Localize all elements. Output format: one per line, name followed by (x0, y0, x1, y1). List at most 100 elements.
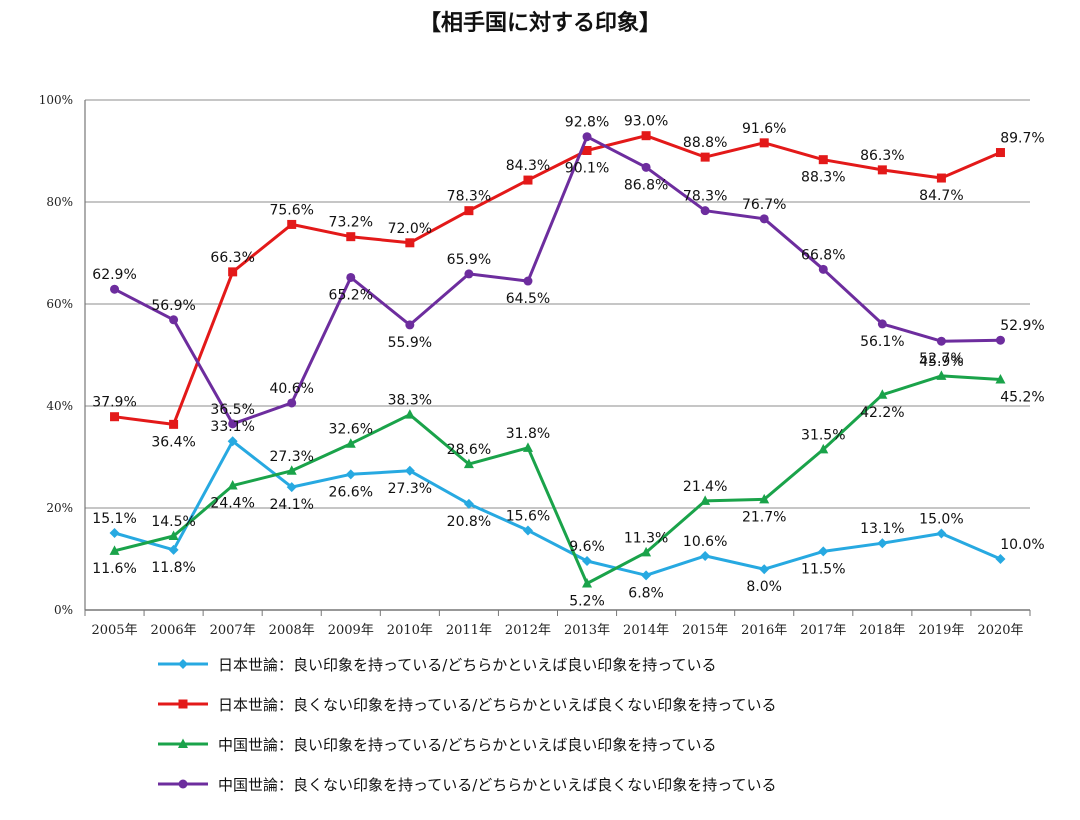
series-2-point (523, 175, 533, 185)
data-label: 38.3% (388, 393, 432, 409)
data-label: 21.7% (742, 509, 786, 525)
series-4-point (287, 398, 297, 408)
data-label: 11.5% (801, 561, 845, 577)
legend-label: 中国世論：良い印象を持っている/どちらかといえば良い印象を持っている (218, 736, 717, 754)
data-label: 45.9% (919, 354, 963, 370)
data-label-layer: 15.1% 11.8% 33.1% 24.1% 26.6% 27.3% 20.8% 15.6%… (92, 114, 1044, 610)
series-4-point (169, 315, 179, 325)
data-label: 6.8% (628, 585, 664, 601)
series-1-point (641, 570, 652, 581)
data-label: 66.8% (801, 247, 845, 263)
data-label: 27.3% (388, 481, 432, 497)
data-label: 21.4% (683, 479, 727, 495)
series-2-point (346, 232, 356, 242)
x-tick-label: 2008年 (269, 623, 315, 638)
legend-marker (178, 659, 188, 669)
series-2-point (818, 155, 828, 165)
series-1-point (936, 528, 947, 539)
data-label: 88.8% (683, 135, 727, 151)
data-label: 11.3% (624, 530, 668, 546)
series-3-point (227, 480, 238, 490)
series-1-point (582, 556, 593, 567)
series-4-point (877, 319, 887, 329)
data-label: 84.7% (919, 188, 963, 204)
series-4-point (818, 264, 828, 274)
data-label: 92.8% (565, 115, 609, 131)
series-4-point (700, 206, 710, 216)
series-1-point (286, 482, 297, 493)
series-2-point (464, 206, 474, 216)
y-tick-label: 0% (54, 603, 73, 617)
x-tick-label: 2010年 (387, 623, 433, 638)
series-4-point (995, 335, 1005, 345)
data-label: 9.6% (569, 539, 605, 555)
data-label: 89.7% (1000, 131, 1044, 147)
series-4-point (936, 336, 946, 346)
data-label: 5.2% (569, 593, 605, 609)
data-label: 93.0% (624, 114, 668, 130)
data-label: 78.3% (447, 189, 491, 205)
series-3-point (759, 493, 770, 504)
grid-layer (85, 99, 1030, 611)
series-3-point (877, 389, 888, 399)
data-label: 64.5% (506, 291, 550, 307)
series-3-point (286, 465, 297, 475)
data-label: 65.2% (329, 287, 373, 303)
x-tick-label: 2012年 (505, 623, 551, 638)
data-label: 27.3% (269, 449, 313, 465)
series-3-point (641, 546, 652, 557)
data-label: 56.1% (860, 334, 904, 350)
series-4-point (582, 132, 592, 142)
data-label: 33.1% (210, 419, 254, 435)
data-label: 15.1% (92, 511, 136, 527)
series-2-point (110, 412, 120, 422)
legend-marker (178, 779, 188, 789)
x-tick-label: 2020年 (977, 623, 1023, 638)
legend-label: 日本世論：良い印象を持っている/どちらかといえば良い印象を持っている (218, 656, 717, 674)
series-3-point (522, 442, 533, 452)
series-3-point (168, 530, 179, 541)
x-tick-label: 2006年 (151, 623, 197, 638)
data-label: 86.3% (860, 148, 904, 164)
series-4-point (346, 272, 356, 282)
data-label: 72.0% (388, 221, 432, 237)
data-label: 52.9% (1000, 318, 1044, 334)
series-2-point (582, 145, 592, 155)
data-label: 10.0% (1000, 537, 1044, 553)
data-label: 24.1% (269, 497, 313, 513)
series-4-point (641, 162, 651, 172)
data-label: 14.5% (151, 514, 195, 530)
series-2-point (169, 419, 179, 429)
series-4-point (523, 276, 533, 286)
series-2-point (877, 165, 887, 175)
y-tick-label: 20% (46, 501, 73, 515)
data-label: 11.8% (151, 560, 195, 576)
series-1-point (168, 544, 179, 555)
data-label: 86.8% (624, 177, 668, 193)
series-2-point (700, 152, 710, 162)
x-tick-label: 2016年 (741, 623, 787, 638)
series-1-point (227, 436, 238, 447)
data-label: 55.9% (388, 335, 432, 351)
series-4-point (759, 214, 769, 224)
x-tick-label: 2014年 (623, 623, 669, 638)
series-2-point (641, 131, 651, 141)
series-1-point (877, 538, 888, 549)
series-1-point (700, 550, 711, 561)
series-1-point (345, 469, 356, 480)
x-tick-label: 2009年 (328, 623, 374, 638)
series-1-point (995, 554, 1006, 564)
series-2-point (759, 138, 769, 148)
series-1-point (759, 564, 770, 575)
series-1-point (109, 527, 120, 538)
series-4-point (405, 320, 415, 330)
data-label: 10.6% (683, 534, 727, 550)
series-1-point (463, 498, 474, 509)
y-tick-label: 60% (46, 297, 73, 311)
legend: 日本世論：良い印象を持っている/どちらかといえば良い印象を持っている日本世論：良… (158, 656, 777, 794)
data-label: 36.4% (151, 434, 195, 450)
data-label: 36.5% (210, 402, 254, 418)
series-3-point (818, 443, 829, 454)
series-4-point (110, 284, 120, 294)
